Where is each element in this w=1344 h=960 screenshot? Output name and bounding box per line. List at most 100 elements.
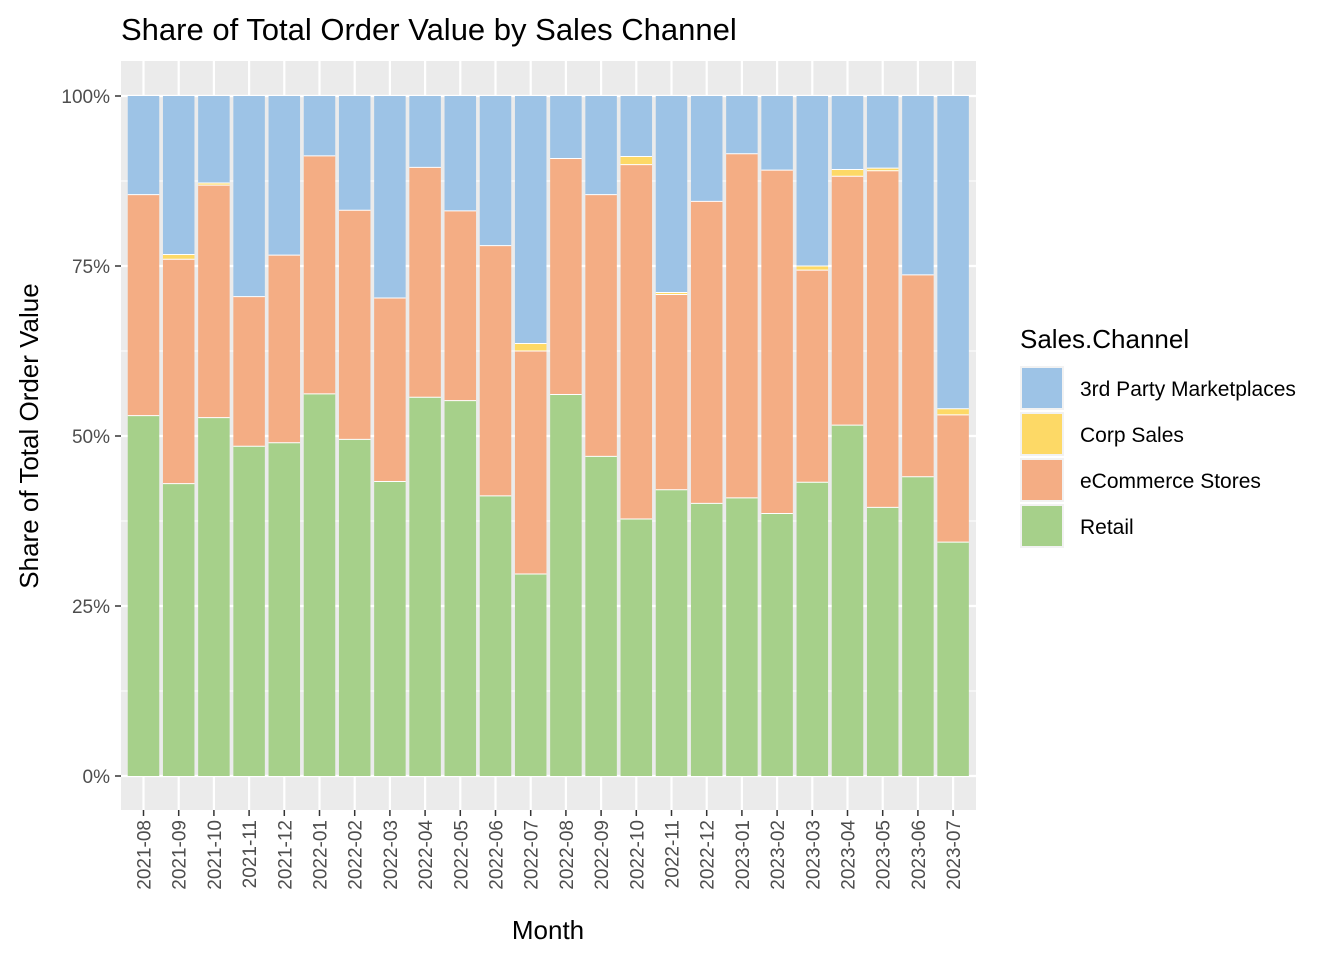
bar-segment bbox=[690, 201, 723, 504]
bar-segment bbox=[937, 96, 969, 409]
bar-segment bbox=[550, 394, 582, 776]
x-tick-label: 2022-10 bbox=[627, 820, 648, 890]
x-axis: 2021-08 2021-09 2021-10 2021-11 2021-12 2022-… bbox=[135, 810, 965, 890]
bar-segment bbox=[268, 255, 301, 443]
bar-segment bbox=[233, 296, 265, 447]
x-tick-label: 2022-02 bbox=[346, 820, 367, 890]
bar-segment bbox=[655, 294, 688, 490]
y-axis-title: Share of Total Order Value bbox=[14, 283, 44, 588]
bar-segment bbox=[796, 482, 829, 776]
bar-segment bbox=[937, 414, 969, 543]
x-tick-label: 2022-04 bbox=[416, 820, 437, 890]
legend-swatch bbox=[1022, 414, 1062, 454]
bar-segment bbox=[303, 393, 336, 776]
bar-segment bbox=[796, 266, 829, 271]
bar-segment bbox=[761, 170, 793, 514]
legend: Sales.Channel 3rd Party Marketplaces Corp… bbox=[1020, 324, 1296, 548]
bar-segment bbox=[127, 415, 160, 776]
bar-segment bbox=[550, 158, 582, 395]
bar-segment bbox=[514, 574, 547, 776]
bar-segment bbox=[303, 155, 336, 394]
bar-segment bbox=[233, 96, 265, 297]
bar-segment bbox=[655, 489, 688, 776]
y-tick-label: 100% bbox=[61, 87, 110, 108]
x-axis-title: Month bbox=[512, 915, 584, 945]
x-tick-label: 2023-01 bbox=[733, 820, 754, 890]
bar-segment bbox=[162, 254, 195, 260]
x-tick-label: 2022-03 bbox=[381, 820, 402, 890]
x-tick-label: 2021-11 bbox=[240, 820, 261, 888]
x-tick-label: 2021-10 bbox=[205, 820, 226, 890]
bar-segment bbox=[479, 96, 512, 246]
bar-segment bbox=[162, 483, 195, 776]
bar-segment bbox=[374, 297, 406, 482]
legend-label: Retail bbox=[1080, 516, 1134, 539]
bar-segment bbox=[902, 96, 934, 275]
bar-segment bbox=[162, 259, 195, 484]
x-tick-label: 2023-06 bbox=[909, 820, 930, 890]
bar-segment bbox=[761, 96, 793, 171]
x-tick-label: 2022-06 bbox=[487, 820, 508, 890]
bar-segment bbox=[162, 96, 195, 255]
bar-segment bbox=[198, 96, 230, 184]
bar-segment bbox=[831, 176, 864, 426]
x-tick-label: 2022-05 bbox=[451, 820, 472, 890]
legend-label: 3rd Party Marketplaces bbox=[1080, 378, 1296, 401]
bar-segment bbox=[127, 96, 160, 195]
legend-title: Sales.Channel bbox=[1020, 324, 1189, 354]
bar-segment bbox=[796, 270, 829, 483]
y-tick-label: 0% bbox=[83, 767, 111, 788]
bar-segment bbox=[585, 194, 617, 457]
bar-segment bbox=[866, 96, 899, 169]
bar-segment bbox=[726, 153, 758, 498]
x-tick-label: 2023-02 bbox=[768, 820, 789, 890]
bar-segment bbox=[338, 96, 371, 211]
x-tick-label: 2023-04 bbox=[839, 820, 860, 890]
bar-segment bbox=[831, 425, 864, 776]
x-tick-label: 2022-07 bbox=[522, 820, 543, 890]
x-tick-label: 2021-12 bbox=[275, 820, 296, 890]
bar-segment bbox=[831, 169, 864, 177]
bar-segment bbox=[866, 168, 899, 171]
bar-segment bbox=[514, 96, 547, 344]
bar-segment bbox=[127, 194, 160, 416]
bar-segment bbox=[514, 351, 547, 575]
y-tick-label: 25% bbox=[72, 597, 110, 618]
x-tick-label: 2022-01 bbox=[311, 820, 332, 890]
bar-segment bbox=[726, 96, 758, 154]
bar-segment bbox=[338, 210, 371, 440]
bar-segment bbox=[479, 245, 512, 496]
bar-segment bbox=[303, 96, 336, 156]
x-tick-label: 2022-09 bbox=[592, 820, 613, 890]
bar-segment bbox=[444, 96, 477, 211]
x-tick-label: 2022-12 bbox=[698, 820, 719, 890]
x-tick-label: 2021-09 bbox=[170, 820, 191, 890]
bar-segment bbox=[479, 495, 512, 776]
bar-segment bbox=[902, 274, 934, 477]
legend-swatch bbox=[1022, 506, 1062, 546]
bar-segment bbox=[514, 343, 547, 351]
bar-segment bbox=[690, 503, 723, 776]
bar-segment bbox=[268, 96, 301, 256]
x-tick-label: 2022-11 bbox=[663, 820, 684, 888]
bar-segment bbox=[198, 185, 230, 418]
bar-segment bbox=[620, 96, 653, 157]
bar-segment bbox=[550, 96, 582, 159]
bar-segment bbox=[444, 400, 477, 776]
legend-swatch bbox=[1022, 368, 1062, 408]
bar-segment bbox=[268, 442, 301, 776]
bar-segment bbox=[937, 542, 969, 776]
bar-segment bbox=[409, 96, 441, 168]
bar-segment bbox=[620, 164, 653, 519]
bar-segment bbox=[620, 518, 653, 776]
legend-label: Corp Sales bbox=[1080, 424, 1184, 447]
y-tick-label: 75% bbox=[72, 257, 110, 278]
bar-segment bbox=[409, 397, 441, 776]
bar-segment bbox=[655, 292, 688, 295]
bar-segment bbox=[233, 446, 265, 776]
bar-segment bbox=[338, 439, 371, 776]
bar-segment bbox=[585, 96, 617, 195]
bar-segment bbox=[937, 408, 969, 415]
x-tick-label: 2023-03 bbox=[803, 820, 824, 890]
bar-segment bbox=[374, 481, 406, 776]
